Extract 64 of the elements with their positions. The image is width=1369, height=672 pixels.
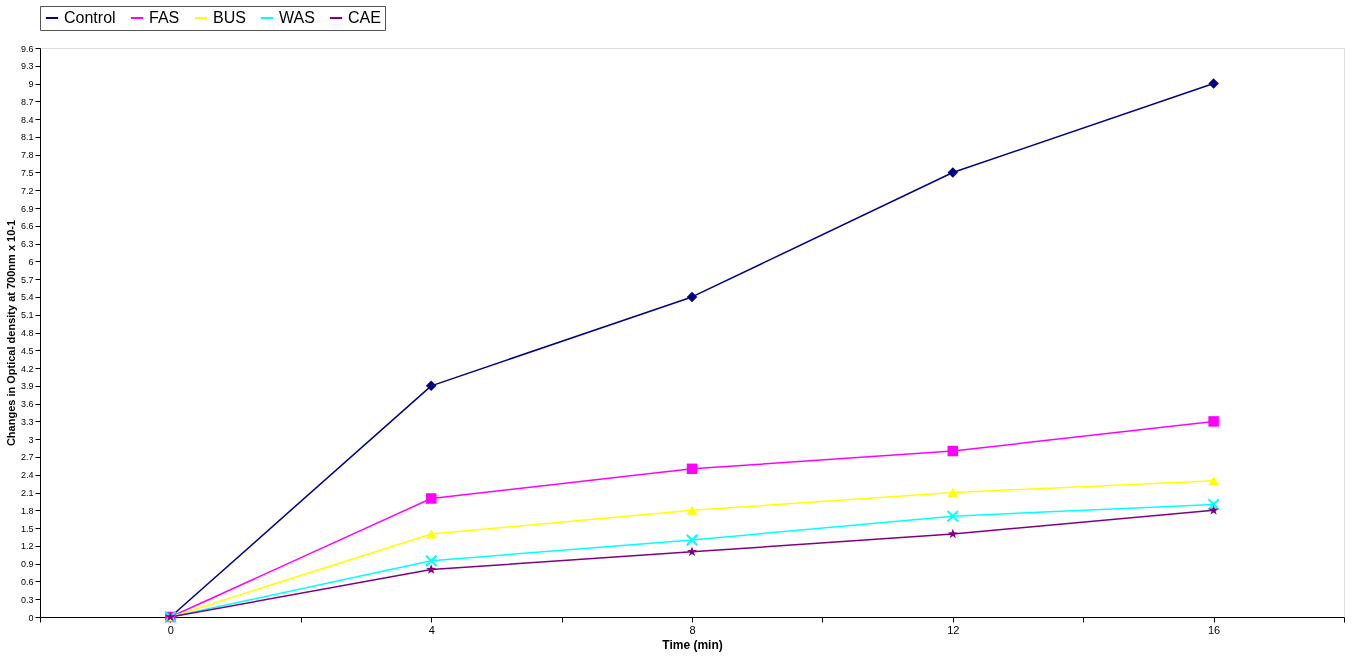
y-tick-label: 0.3 [20,594,34,605]
point [426,564,437,574]
y-tick-label: 9.3 [20,61,34,72]
y-tick-label: 4.5 [20,345,34,356]
y-tick-label: 6.9 [20,203,34,214]
y-tick-label: 1.2 [20,541,34,552]
x-tick-label: 16 [1207,623,1221,636]
y-tick-label: 3.6 [20,399,34,410]
y-tick-label: 6.3 [20,239,34,250]
y-tick-label: 2.1 [20,488,34,499]
point [425,493,437,504]
y-tick-label: 8.4 [20,114,34,125]
x-tick-label: 12 [947,623,960,636]
y-tick-label: 8.7 [20,96,34,107]
y-tick-label: 4.8 [20,328,34,338]
point [1207,498,1220,511]
legend-label: BUS [213,9,246,26]
x-tick-label: 4 [428,623,435,636]
y-tick-label: 5.4 [20,292,34,303]
legend-label: Control [64,9,116,26]
y-tick-label: 0.6 [20,576,34,587]
y-tick-label: 3 [28,434,34,445]
y-tick-label: 1.5 [20,523,34,534]
point [686,505,698,515]
point [946,510,960,523]
point [425,380,437,392]
y-axis-title: Changes in Optical density at 700nm x 10-1 [4,219,17,447]
point [685,533,699,547]
y-tick-label: 9 [28,79,34,90]
point [424,554,438,567]
point [687,546,697,557]
y-tick-label: 0 [28,612,34,623]
y-tick-label: 7.8 [20,150,34,161]
y-tick-label: 7.2 [20,185,34,196]
y-tick-label: 0.9 [20,559,34,570]
legend-label: WAS [279,9,315,26]
y-tick-label: 9.6 [20,43,34,54]
y-tick-label: 5.7 [20,274,34,285]
legend-label: CAE [348,9,381,26]
point [686,463,698,475]
point [947,167,959,178]
point [425,529,437,539]
y-tick-label: 8.1 [20,132,34,143]
y-tick-label: 3.9 [20,381,34,392]
x-axis-title: Time (min) [662,637,723,652]
y-tick-label: 2.7 [20,452,34,463]
y-tick-label: 4.2 [20,363,34,374]
point [1208,476,1219,486]
point [947,528,958,539]
x-tick-label: 0 [167,623,174,636]
point [947,487,959,498]
point [686,291,698,303]
point [947,445,959,457]
legend-label: FAS [149,9,180,26]
y-tick-label: 2.4 [20,470,34,481]
point [1208,78,1219,89]
y-tick-label: 3.3 [20,416,34,427]
x-tick-label: 8 [689,623,696,636]
y-tick-label: 5.1 [20,310,34,321]
y-tick-label: 1.8 [20,505,34,516]
point [1208,416,1219,427]
y-tick-label: 6 [28,256,34,267]
y-tick-label: 7.5 [20,167,34,178]
y-tick-label: 6.6 [20,221,34,232]
